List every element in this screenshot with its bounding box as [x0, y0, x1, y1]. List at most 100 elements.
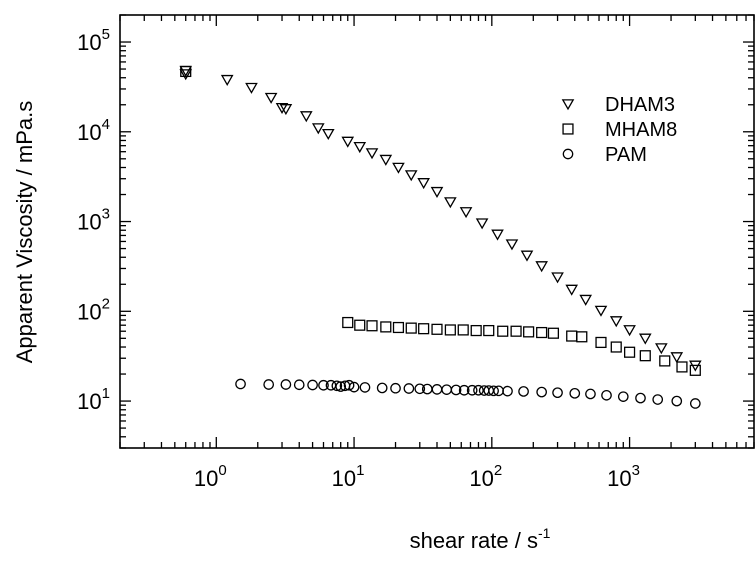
pam-point [235, 378, 246, 390]
pam-point [689, 398, 701, 409]
pam-point [450, 384, 462, 396]
mham8-point [457, 324, 469, 336]
legend-pam-label: PAM [605, 144, 647, 166]
pam-point [569, 387, 581, 399]
x-tick-label: 101 [332, 462, 365, 491]
dham3-point [505, 239, 519, 251]
mham8-point [547, 327, 560, 339]
pam-point [518, 386, 529, 397]
mham8-point [510, 325, 522, 337]
y-tick-label-base: 10 [77, 30, 101, 55]
mham8-point [444, 324, 456, 336]
y-tick-label: 105 [77, 26, 110, 55]
pam-point [331, 380, 343, 392]
mham8-point [595, 336, 607, 349]
x-tick-label-exponent: 3 [632, 462, 640, 479]
dham3-point [430, 186, 444, 198]
pam-point [671, 395, 683, 407]
pam-point [617, 391, 629, 402]
pam-point [348, 381, 360, 393]
pam-point [552, 387, 563, 399]
y-tick-label: 102 [77, 295, 110, 324]
mham8-point [639, 350, 651, 362]
mham8-point [470, 324, 482, 337]
dham3-point [179, 65, 193, 77]
x-tick-labels: 100 101 102 103 [194, 462, 640, 491]
mham8-point [523, 326, 535, 338]
dham3-point [579, 294, 592, 306]
x-tick-label-base: 10 [607, 466, 631, 491]
y-tick-label-exponent: 4 [102, 116, 110, 133]
pam-point [376, 382, 388, 394]
pam-point [335, 381, 347, 392]
x-tick-label-base: 10 [194, 466, 218, 491]
mham8-point [354, 319, 366, 331]
mham8-point [431, 323, 443, 335]
pam-point [307, 379, 318, 391]
dham3-point [392, 162, 405, 174]
dham3-point [459, 207, 473, 219]
mham8-point [180, 65, 192, 78]
dham3-point [444, 197, 457, 209]
legend-mham8-label: MHAM8 [605, 119, 677, 141]
mham8-point [536, 326, 548, 339]
dham3-point [623, 325, 636, 337]
pam-point [652, 394, 664, 405]
y-tick-label: 104 [77, 116, 110, 145]
x-axis-title-exponent: -1 [538, 525, 551, 541]
mham8-point [418, 323, 430, 335]
mham8-point [610, 341, 622, 353]
mham8-point [576, 331, 588, 343]
pam-point [488, 385, 499, 397]
dham3-point [279, 104, 293, 116]
pam-point [263, 379, 275, 390]
dham3-point [353, 142, 367, 154]
dham3-point [404, 170, 418, 182]
dham3-point [179, 69, 193, 81]
dham3-point [670, 352, 684, 364]
dham3-point [245, 82, 258, 94]
dham3-point [475, 218, 489, 230]
pam-point [414, 383, 426, 395]
legend: DHAM3 MHAM8 PAM [561, 94, 677, 166]
x-tick-label-base: 10 [469, 466, 493, 491]
data-points [179, 65, 702, 409]
mham8-point [497, 325, 509, 337]
dham3-point [520, 250, 534, 262]
dham3-point [299, 111, 313, 123]
x-tick-label: 100 [194, 462, 227, 491]
legend-pam-marker [562, 148, 574, 160]
pam-point [585, 388, 596, 400]
y-tick-label-exponent: 1 [102, 385, 110, 402]
pam-point [502, 385, 513, 397]
dham3-point [341, 136, 355, 148]
pam-point [473, 384, 484, 396]
mham8-point [366, 320, 378, 332]
mham8-point [405, 322, 417, 334]
pam-point [390, 382, 401, 394]
mham8-point [483, 324, 495, 337]
pam-point [359, 382, 371, 393]
legend-mham8-marker [562, 123, 574, 135]
mham8-point [676, 361, 688, 373]
pam-point [635, 392, 646, 404]
y-tick-label: 101 [77, 385, 110, 414]
pam-point [403, 383, 415, 394]
dham3-point [565, 284, 579, 296]
legend-dham3-label: DHAM3 [605, 94, 675, 116]
dham3-point [535, 261, 548, 273]
dham3-point [655, 343, 668, 355]
dham3-point [491, 229, 504, 241]
pam-point [280, 379, 292, 390]
pam-point [318, 379, 329, 391]
mham8-point [566, 330, 578, 342]
mham8-point [380, 321, 392, 333]
mham8-point [342, 316, 354, 329]
dham3-point [275, 102, 289, 115]
y-tick-label-base: 10 [77, 120, 101, 145]
y-tick-label-exponent: 5 [102, 26, 110, 43]
dham3-point [551, 272, 564, 284]
dham3-point [264, 92, 278, 104]
